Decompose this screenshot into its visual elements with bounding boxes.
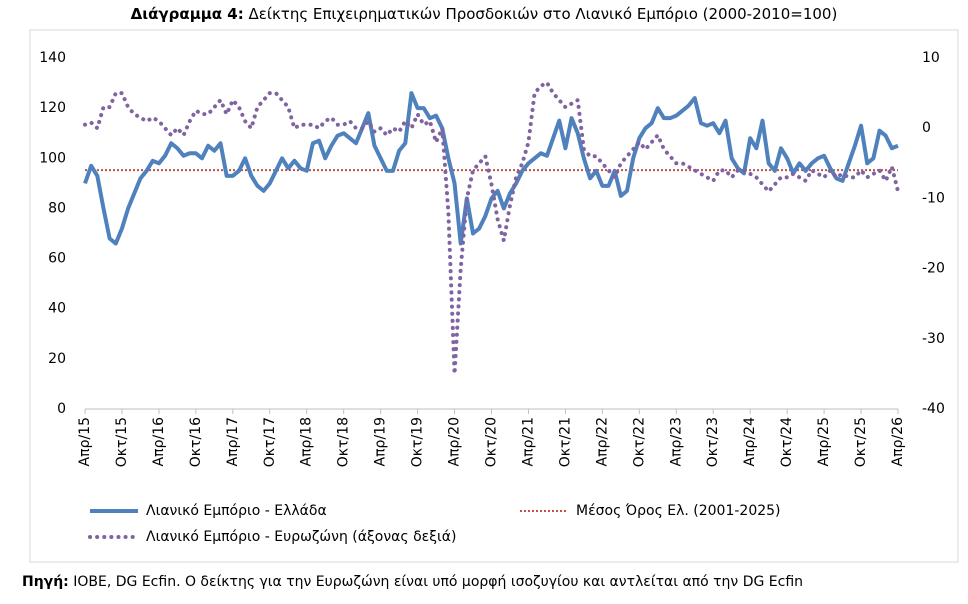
x-tick-label: Οκτ/24 [779, 417, 795, 467]
data-line [83, 79, 900, 375]
x-tick-label: Οκτ/20 [484, 417, 500, 467]
x-tick-label: Απρ/16 [151, 417, 167, 467]
x-tick-label: Απρ/24 [742, 417, 758, 467]
source-note: Πηγή: ΙΟΒΕ, DG Ecfin. Ο δείκτης για την … [22, 574, 803, 590]
y-tick-label: 140 [39, 50, 66, 66]
legend-label: Λιανικό Εμπόριο - Ελλάδα [146, 503, 327, 519]
source-text: ΙΟΒΕ, DG Ecfin. Ο δείκτης για την Ευρωζώ… [73, 574, 803, 590]
title-text: Δείκτης Επιχειρηματικών Προσδοκιών στο Λ… [249, 5, 838, 23]
y2-tick-label: -10 [922, 190, 945, 206]
x-tick-label: Οκτ/15 [114, 417, 130, 467]
data-line [83, 91, 899, 246]
x-tick-label: Απρ/20 [447, 417, 463, 466]
y2-tick-label: 0 [922, 120, 931, 136]
x-tick-label: Οκτ/23 [705, 417, 721, 467]
x-tick-label: Οκτ/16 [188, 417, 204, 467]
y-tick-label: 120 [39, 100, 66, 116]
x-tick-label: Οκτ/21 [557, 417, 573, 467]
legend-label: Λιανικό Εμπόριο - Ευρωζώνη (άξονας δεξιά… [146, 529, 456, 545]
title-prefix: Διάγραμμα 4: [131, 5, 244, 23]
chart-title: Διάγραμμα 4: Δείκτης Επιχειρηματικών Προ… [131, 5, 838, 23]
x-tick-label: Οκτ/22 [631, 417, 647, 467]
x-tick-label: Οκτ/18 [336, 417, 352, 467]
x-tick-label: Οκτ/19 [410, 417, 426, 467]
y2-tick-label: 10 [922, 50, 940, 66]
x-tick-label: Οκτ/17 [262, 417, 278, 467]
x-tick-label: Απρ/17 [225, 417, 241, 466]
y-tick-label: 80 [48, 200, 66, 216]
x-tick-label: Απρ/18 [299, 417, 315, 466]
y2-tick-label: -40 [922, 401, 945, 417]
x-tick-label: Απρ/25 [816, 417, 832, 466]
legend-label: Μέσος Όρος Ελ. (2001-2025) [576, 503, 781, 519]
x-tick-label: Απρ/21 [520, 417, 536, 466]
x-tick-label: Απρ/15 [77, 417, 93, 466]
y-tick-label: 20 [48, 351, 66, 367]
chart-frame [29, 29, 959, 563]
x-tick-label: Απρ/26 [890, 417, 906, 467]
source-prefix: Πηγή: [22, 574, 69, 590]
y2-tick-label: -20 [922, 261, 945, 277]
y-tick-label: 60 [48, 251, 66, 267]
y-tick-label: 100 [39, 150, 66, 166]
x-tick-label: Απρ/22 [594, 417, 610, 466]
y2-tick-label: -30 [922, 331, 945, 347]
x-tick-label: Απρ/19 [373, 417, 389, 466]
y-tick-label: 0 [57, 401, 66, 417]
y-tick-label: 40 [48, 301, 66, 317]
x-tick-label: Οκτ/25 [853, 417, 869, 467]
x-tick-label: Απρ/23 [668, 417, 684, 466]
